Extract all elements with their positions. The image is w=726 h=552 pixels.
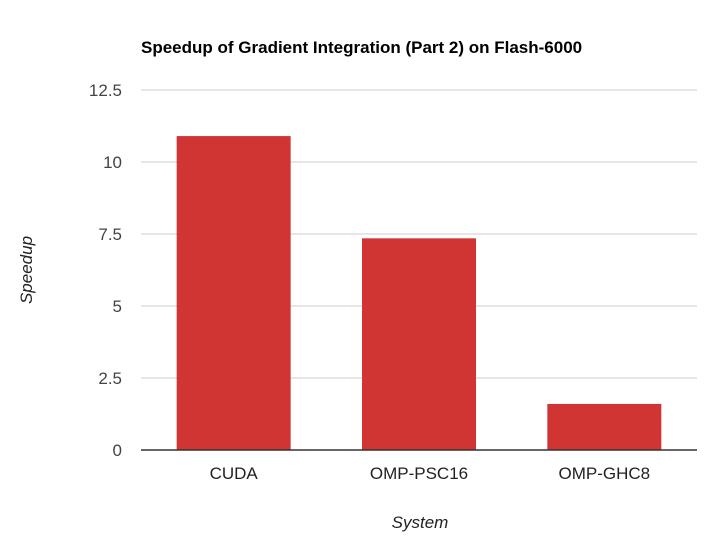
y-tick-label: 0 [113, 441, 122, 460]
x-axis-categories: CUDA OMP-PSC16 OMP-GHC8 [210, 464, 651, 483]
x-axis-title: System [392, 513, 449, 532]
bar-omp-ghc8[interactable] [547, 403, 662, 450]
bar-cuda[interactable] [176, 136, 291, 450]
y-tick-label: 5 [113, 297, 122, 316]
y-tick-label: 7.5 [98, 225, 122, 244]
x-category-label: OMP-PSC16 [370, 464, 468, 483]
chart-title: Speedup of Gradient Integration (Part 2)… [141, 38, 582, 57]
x-category-label: OMP-GHC8 [559, 464, 651, 483]
y-tick-label: 10 [103, 153, 122, 172]
y-tick-label: 2.5 [98, 369, 122, 388]
x-category-label: CUDA [210, 464, 259, 483]
y-axis-title: Speedup [17, 236, 36, 304]
bar-omp-psc16[interactable] [362, 238, 476, 450]
y-axis-ticks: 0 2.5 5 7.5 10 12.5 [89, 81, 122, 460]
y-tick-label: 12.5 [89, 81, 122, 100]
bars [176, 136, 662, 450]
